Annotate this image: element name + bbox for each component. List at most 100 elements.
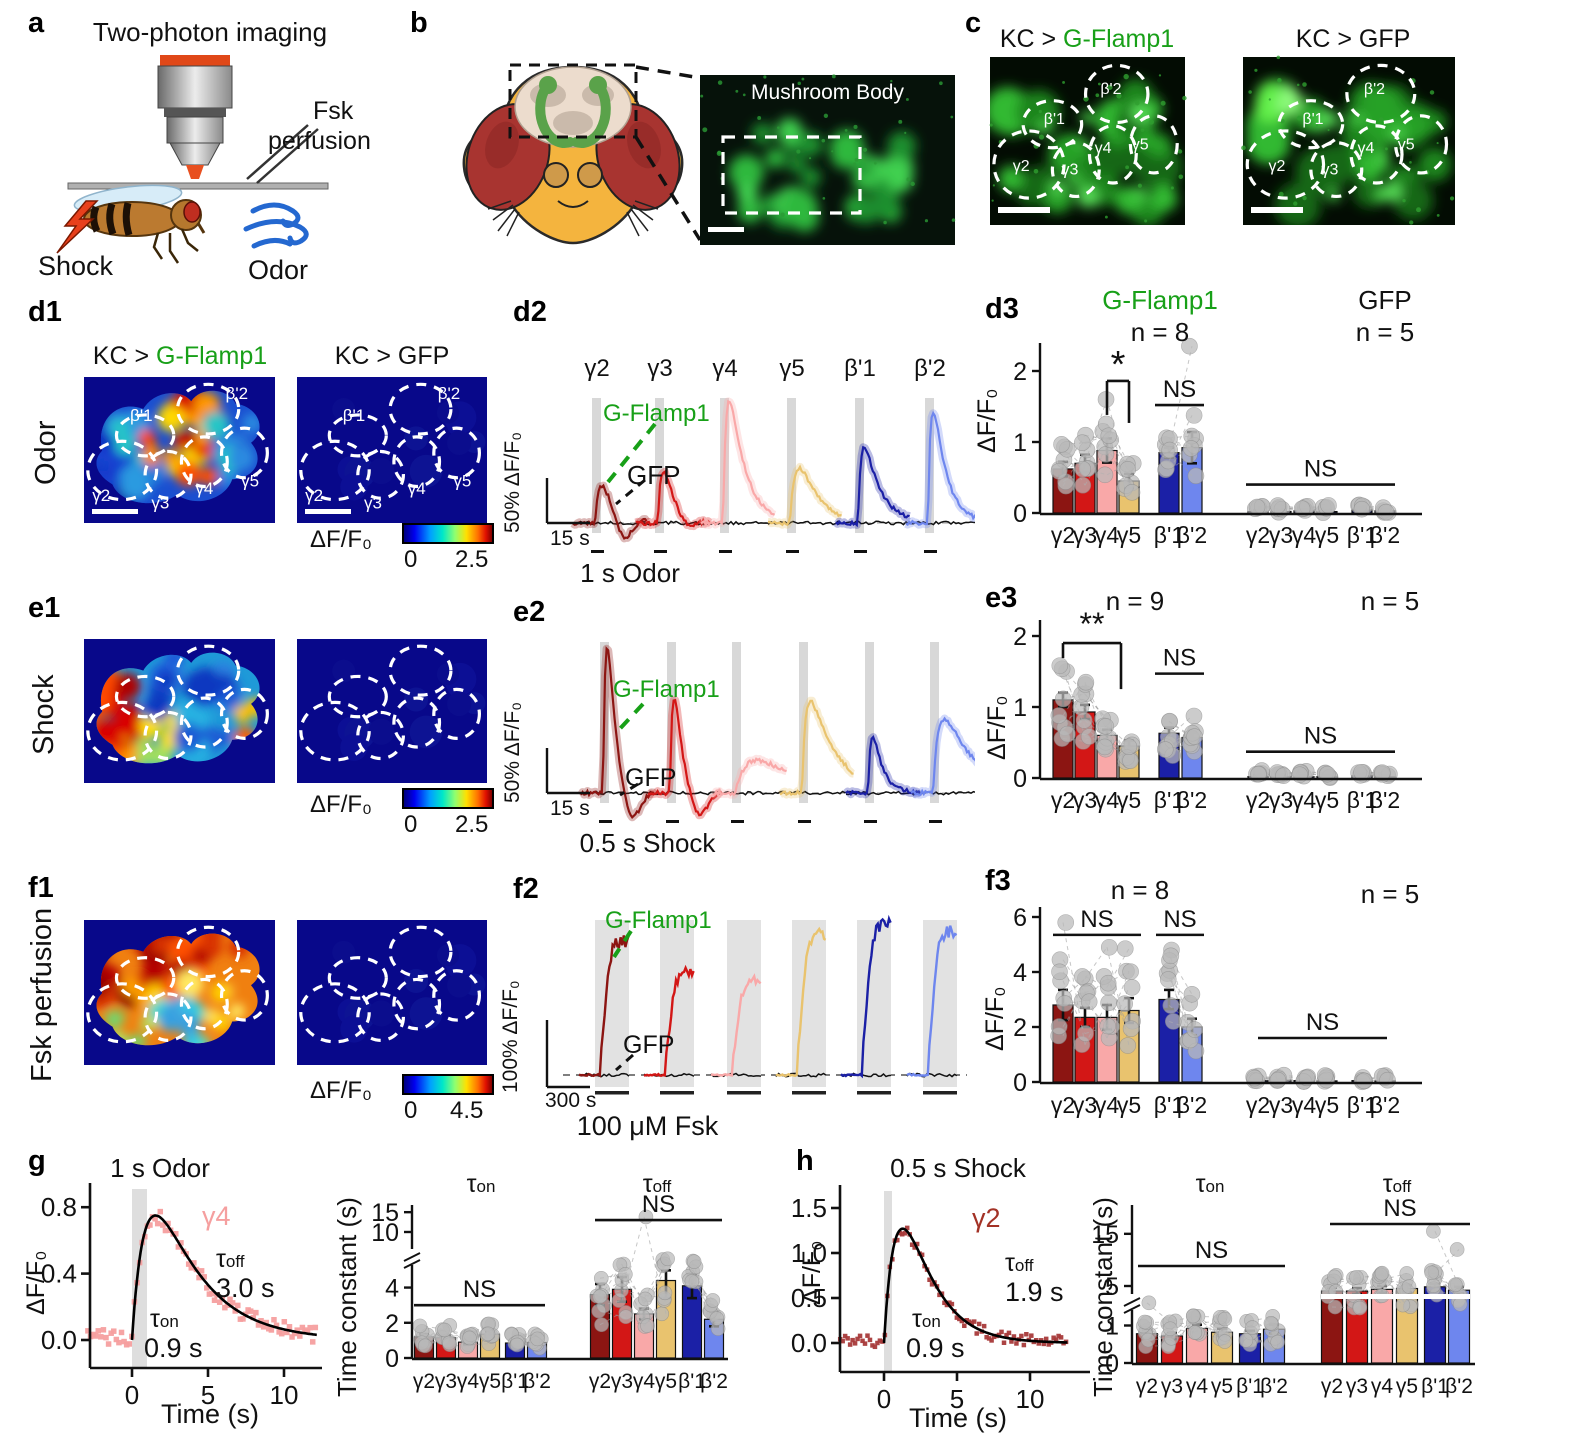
c-right-title: KC > GFP xyxy=(1295,25,1411,53)
odor-response-heatmaps: β'1 β'2 γ2 γ3 γ4 γ5 β'1 β'2 γ2 γ3 γ4 γ5 xyxy=(84,377,487,523)
g-tau-on-header: τon xyxy=(446,1170,516,1199)
panel-d2: γ2 γ3 γ4 γ5 β'1 β'2 d2 G-Flamp1 GFP 50% ΔF/F₀… xyxy=(501,290,975,590)
svg-text:γ4: γ4 xyxy=(1095,140,1112,157)
d2-stimulus-label: 1 s Odor xyxy=(580,558,680,588)
svg-text:γ4: γ4 xyxy=(195,479,213,498)
d1-colorbar xyxy=(402,523,494,544)
svg-text:0: 0 xyxy=(125,1380,139,1410)
svg-text:γ2: γ2 xyxy=(305,486,323,505)
panel-d3-letter: d3 xyxy=(985,293,1019,325)
d3-sensor-n: n = 8 xyxy=(1130,317,1190,347)
svg-text:NS: NS xyxy=(1080,906,1113,933)
panel-f3-letter: f3 xyxy=(985,865,1011,897)
f2-control-label: GFP xyxy=(623,1031,675,1059)
shock-traces-chart xyxy=(545,642,975,823)
f1-colorbar-label: ΔF/F₀ xyxy=(310,1077,372,1104)
svg-text:γ2: γ2 xyxy=(1051,1092,1075,1118)
tau-off-sub: off xyxy=(225,1252,245,1271)
tau-char: τ xyxy=(1005,1249,1015,1277)
e2-stimulus-label: 0.5 s Shock xyxy=(579,828,716,858)
h-tau-on-header: τon xyxy=(1175,1170,1245,1199)
svg-text:γ5: γ5 xyxy=(1315,1092,1339,1118)
svg-text:γ3: γ3 xyxy=(647,355,672,382)
svg-text:β'1: β'1 xyxy=(1347,787,1377,813)
fly-icon xyxy=(73,184,206,264)
svg-text:NS: NS xyxy=(1304,723,1337,750)
svg-text:β'2: β'2 xyxy=(914,355,946,382)
svg-text:γ3: γ3 xyxy=(1073,522,1097,548)
svg-text:γ2: γ2 xyxy=(584,355,609,382)
objective-icon xyxy=(157,55,233,179)
svg-text:γ3: γ3 xyxy=(364,493,382,512)
e1-colorbar xyxy=(402,788,494,809)
svg-text:γ5: γ5 xyxy=(1398,136,1415,153)
f1-colorbar-min: 0 xyxy=(404,1097,418,1124)
g-tau-off-value: 3.0 s xyxy=(216,1273,275,1303)
d1-colorbar-label: ΔF/F₀ xyxy=(310,526,372,553)
d1-right-title: KC > GFP xyxy=(334,342,450,370)
d2-sensor-label: G-Flamp1 xyxy=(603,400,710,427)
brain-roi-box xyxy=(508,63,638,139)
svg-text:1: 1 xyxy=(1013,694,1027,722)
svg-text:γ4: γ4 xyxy=(1358,140,1375,157)
e3-control-n: n = 5 xyxy=(1360,586,1420,616)
odor-label: Odor xyxy=(248,255,309,285)
h-tau-off-label: τoff xyxy=(1005,1249,1033,1278)
d1-row-label: Odor xyxy=(30,420,62,485)
panel-e1-letter: e1 xyxy=(28,592,61,624)
panel-f2-letter: f2 xyxy=(513,873,539,905)
tau-off-sub: off xyxy=(1014,1256,1034,1275)
svg-text:γ2: γ2 xyxy=(1013,158,1030,175)
tau-char: τ xyxy=(642,1170,653,1198)
c-left-title: KC > G-Flamp1 xyxy=(987,25,1187,54)
svg-text:γ5: γ5 xyxy=(453,472,471,491)
svg-text:γ3: γ3 xyxy=(1061,162,1078,179)
e1-colorbar-max: 2.5 xyxy=(455,811,489,838)
svg-text:β'2: β'2 xyxy=(438,384,460,403)
svg-text:γ2: γ2 xyxy=(1051,787,1075,813)
f2-stimulus-label: 100 μM Fsk xyxy=(576,1111,719,1141)
zoom-connector-top xyxy=(635,65,701,80)
d3-control-n: n = 5 xyxy=(1355,317,1415,347)
f3-control-n: n = 5 xyxy=(1360,879,1420,909)
g-tau-on-value: 0.9 s xyxy=(144,1333,203,1363)
svg-text:10: 10 xyxy=(1016,1384,1045,1414)
svg-text:γ2: γ2 xyxy=(1246,1092,1270,1118)
d1-left-title: KC > G-Flamp1 xyxy=(80,342,280,371)
f3-ylabel: ΔF/F₀ xyxy=(981,986,1009,1051)
perfusion-pipette-icon xyxy=(246,124,319,184)
svg-text:γ4: γ4 xyxy=(1292,787,1317,813)
svg-text:β'1: β'1 xyxy=(1302,111,1323,128)
svg-text:β'1: β'1 xyxy=(343,406,365,425)
mushroom-body-icon xyxy=(535,80,611,148)
e2-yscale-label: 50% ΔF/F₀ xyxy=(501,702,524,803)
h-trace-label: γ2 xyxy=(972,1203,1001,1233)
panel-f2: f2 G-Flamp1 GFP 100% ΔF/F₀ 300 s 100 μM … xyxy=(499,865,975,1175)
svg-text:γ4: γ4 xyxy=(712,355,737,382)
panel-f3: γ2 γ3 γ4 γ5 β'1 β'2 γ2 γ3 γ4 γ5 β'1 β'2 NS NS NS 0 2 4 6 f… xyxy=(975,855,1592,1165)
svg-text:γ4: γ4 xyxy=(1292,522,1317,548)
svg-text:γ3: γ3 xyxy=(1269,522,1293,548)
d2-control-label: GFP xyxy=(627,460,681,490)
panel-e2: e2 G-Flamp1 GFP 50% ΔF/F₀ 15 s 0.5 s Sho… xyxy=(501,590,975,890)
svg-text:NS: NS xyxy=(1163,376,1196,403)
d1-left-title-sensor: G-Flamp1 xyxy=(156,342,268,370)
e3-ylabel: ΔF/F₀ xyxy=(983,695,1011,760)
svg-text:NS: NS xyxy=(1306,1009,1339,1036)
svg-text:β'2: β'2 xyxy=(1370,787,1400,813)
svg-text:5: 5 xyxy=(201,1380,215,1410)
e2-xscale-label: 15 s xyxy=(550,797,590,820)
d2-xscale-label: 15 s xyxy=(550,527,590,550)
g-tau-off-header: τoff xyxy=(622,1170,692,1199)
svg-text:β'1: β'1 xyxy=(1154,522,1184,548)
svg-text:NS: NS xyxy=(1304,456,1337,483)
svg-text:5: 5 xyxy=(950,1384,964,1414)
svg-text:0.4: 0.4 xyxy=(41,1259,77,1289)
svg-text:β'1: β'1 xyxy=(1154,787,1184,813)
svg-text:β'1: β'1 xyxy=(1347,522,1377,548)
f1-colorbar-max: 4.5 xyxy=(450,1097,484,1124)
odor-kinetics-fit-chart: 0.0 0.4 0.8 0 5 10 xyxy=(41,1183,322,1410)
svg-text:γ2: γ2 xyxy=(1246,522,1270,548)
panel-b: b Mushroom Body xyxy=(398,5,968,280)
